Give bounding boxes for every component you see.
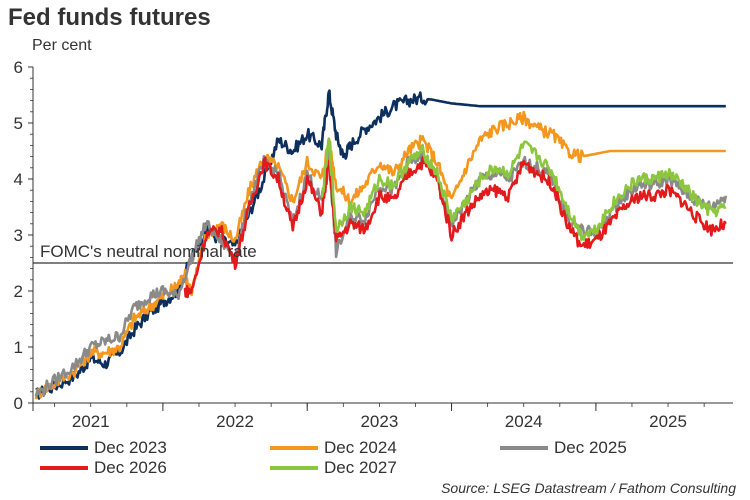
chart-plot: 0 1 2 3 4 5 6 2021 2022 2023 2024 2025 FOMC's neutr… xyxy=(14,58,733,431)
y-tick-label: 4 xyxy=(14,170,23,189)
legend: Dec 2023 Dec 2024 Dec 2025 Dec 2026 Dec … xyxy=(0,436,750,480)
x-tick-label: 2022 xyxy=(216,412,254,431)
series-line-dec-2024 xyxy=(34,110,726,400)
y-tick-label: 5 xyxy=(14,114,23,133)
y-tick-label: 1 xyxy=(14,338,23,357)
x-tick-label: 2023 xyxy=(360,412,398,431)
legend-label: Dec 2024 xyxy=(324,438,397,457)
x-tick-label: 2021 xyxy=(72,412,110,431)
series-line-dec-2027 xyxy=(320,137,727,242)
x-tick-label: 2024 xyxy=(505,412,543,431)
legend-label: Dec 2026 xyxy=(94,458,167,477)
y-tick-label: 2 xyxy=(14,282,23,301)
legend-swatch xyxy=(270,446,318,450)
legend-label: Dec 2023 xyxy=(94,438,167,457)
legend-swatch xyxy=(270,466,318,470)
series-lines xyxy=(34,89,728,400)
chart-title: Fed funds futures xyxy=(8,4,211,31)
legend-item-dec-2023: Dec 2023 xyxy=(40,438,167,458)
legend-swatch xyxy=(500,446,548,450)
legend-item-dec-2027: Dec 2027 xyxy=(270,458,397,478)
reference-line-label: FOMC's neutral nominal rate xyxy=(40,242,257,261)
legend-label: Dec 2025 xyxy=(554,438,627,457)
y-tick-label: 3 xyxy=(14,226,23,245)
source-note: Source: LSEG Datastream / Fathom Consult… xyxy=(441,480,736,496)
y-tick-label: 0 xyxy=(14,394,23,413)
y-tick-label: 6 xyxy=(14,58,23,77)
series-line-dec-2025 xyxy=(34,150,728,397)
series-line-dec-2026 xyxy=(183,156,727,299)
x-tick-label: 2025 xyxy=(649,412,687,431)
axes: 0 1 2 3 4 5 6 2021 2022 2023 2024 2025 xyxy=(14,58,733,431)
legend-swatch xyxy=(40,466,88,470)
legend-item-dec-2024: Dec 2024 xyxy=(270,438,397,458)
legend-item-dec-2026: Dec 2026 xyxy=(40,458,167,478)
legend-item-dec-2025: Dec 2025 xyxy=(500,438,627,458)
legend-label: Dec 2027 xyxy=(324,458,397,477)
chart-subtitle: Per cent xyxy=(32,37,92,54)
series-line-dec-2023 xyxy=(35,89,726,400)
legend-swatch xyxy=(40,446,88,450)
